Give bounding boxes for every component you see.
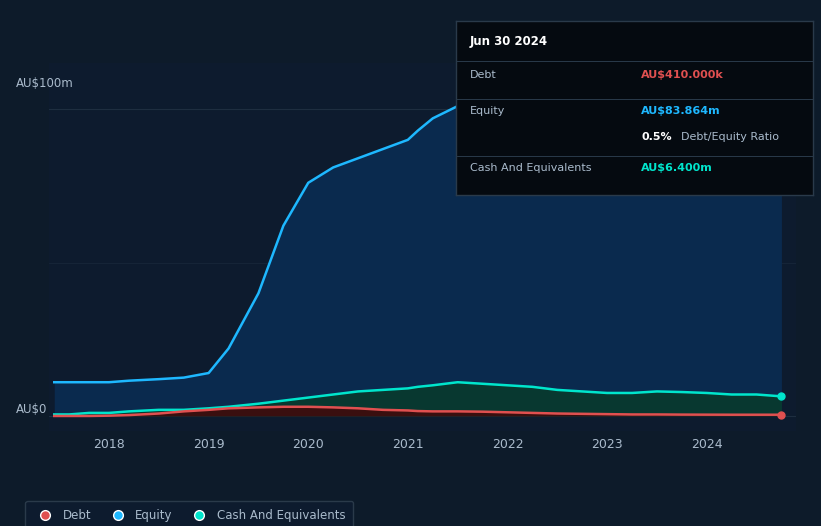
Text: AU$410.000k: AU$410.000k (641, 69, 724, 79)
Text: AU$6.400m: AU$6.400m (641, 164, 713, 174)
Text: Equity: Equity (470, 106, 505, 116)
Text: AU$83.864m: AU$83.864m (641, 106, 721, 116)
Legend: Debt, Equity, Cash And Equivalents: Debt, Equity, Cash And Equivalents (25, 501, 353, 526)
Text: AU$100m: AU$100m (16, 77, 73, 90)
Text: AU$0: AU$0 (16, 403, 47, 417)
Text: Jun 30 2024: Jun 30 2024 (470, 35, 548, 48)
Text: Cash And Equivalents: Cash And Equivalents (470, 164, 591, 174)
Text: Debt/Equity Ratio: Debt/Equity Ratio (681, 132, 778, 142)
Text: Debt: Debt (470, 69, 497, 79)
Text: 0.5%: 0.5% (641, 132, 672, 142)
